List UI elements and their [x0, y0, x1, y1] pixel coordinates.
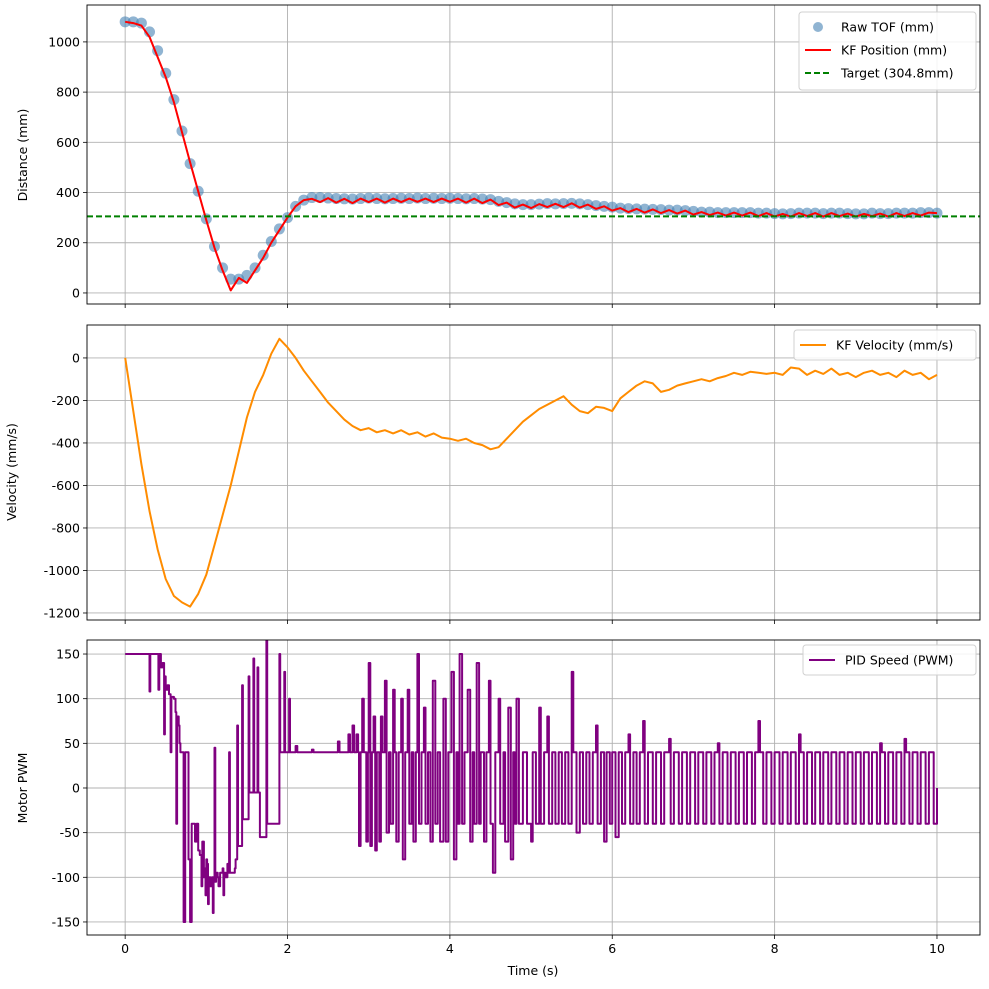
legend-marker-icon: [813, 22, 823, 32]
legend-box: [802, 644, 977, 676]
x-tick-label: 0: [121, 941, 129, 956]
legend: Raw TOF (mm) KF Position (mm) Target (304.…: [798, 11, 977, 91]
x-tick-label: 2: [284, 941, 292, 956]
legend-label: KF Position (mm): [841, 43, 947, 58]
y-tick-label: 100: [56, 691, 80, 706]
pid-speed-pwm-line: [125, 640, 938, 923]
legend-label: Raw TOF (mm): [841, 20, 934, 35]
y-tick-label: -1000: [44, 563, 80, 578]
x-tick-label: 6: [608, 941, 616, 956]
y-tick-label: -100: [52, 870, 80, 885]
axes-frame: [86, 324, 981, 621]
raw-tof-point: [119, 16, 131, 28]
legend-label: Target (304.8mm): [840, 66, 954, 81]
y-tick-label: -200: [52, 393, 80, 408]
y-tick-label: -400: [52, 435, 80, 450]
xlabel-time: Time (s): [507, 963, 559, 978]
legend-box: [798, 11, 977, 91]
x-tick-label: 10: [929, 941, 945, 956]
y-tick-label: 150: [56, 647, 80, 662]
kf-velocity-mm-s-line: [124, 337, 938, 608]
kf-position-mm-line: [125, 20, 938, 292]
plot-area: [125, 640, 938, 923]
y-tick-label: 600: [56, 135, 80, 150]
y-tick-label: 400: [56, 185, 80, 200]
axes-frame: [86, 639, 981, 936]
legend-label: PID Speed (PWM): [845, 653, 953, 668]
y-tick-label: 200: [56, 235, 80, 250]
legend: PID Speed (PWM): [802, 644, 977, 676]
raw-tof-point: [135, 17, 147, 29]
y-tick-label: -800: [52, 520, 80, 535]
plot-area: [87, 16, 980, 292]
legend-label: KF Velocity (mm/s): [836, 338, 953, 353]
ylabel-pwm: Motor PWM: [15, 753, 30, 824]
y-tick-label: -1200: [44, 605, 80, 620]
legend-box: [793, 329, 977, 361]
y-tick-label: 0: [72, 780, 80, 795]
y-tick-label: -600: [52, 478, 80, 493]
y-tick-label: 0: [72, 285, 80, 300]
legend: KF Velocity (mm/s): [793, 329, 977, 361]
x-tick-label: 8: [771, 941, 779, 956]
subplot-0: 0 200 400 600 800 1000 Raw TOF (mm) KF Position…: [48, 4, 981, 308]
subplot-2: 0 2 4 6 8 10 -150 -100 -50 0 50 100 150 PID Speed (PW…: [52, 639, 981, 956]
axes-frame: [86, 4, 981, 305]
x-tick-label: 4: [446, 941, 454, 956]
subplot-1: -1200 -1000 -800 -600 -400 -200 0 KF Velocity (…: [44, 324, 981, 624]
y-tick-label: 50: [64, 736, 80, 751]
ylabel-velocity: Velocity (mm/s): [4, 423, 19, 521]
y-tick-label: 0: [72, 350, 80, 365]
ylabel-distance: Distance (mm): [15, 109, 30, 202]
plot-area: [124, 337, 938, 608]
y-tick-label: -150: [52, 914, 80, 929]
y-tick-label: -50: [60, 825, 80, 840]
y-tick-label: 800: [56, 85, 80, 100]
y-tick-label: 1000: [48, 34, 80, 49]
